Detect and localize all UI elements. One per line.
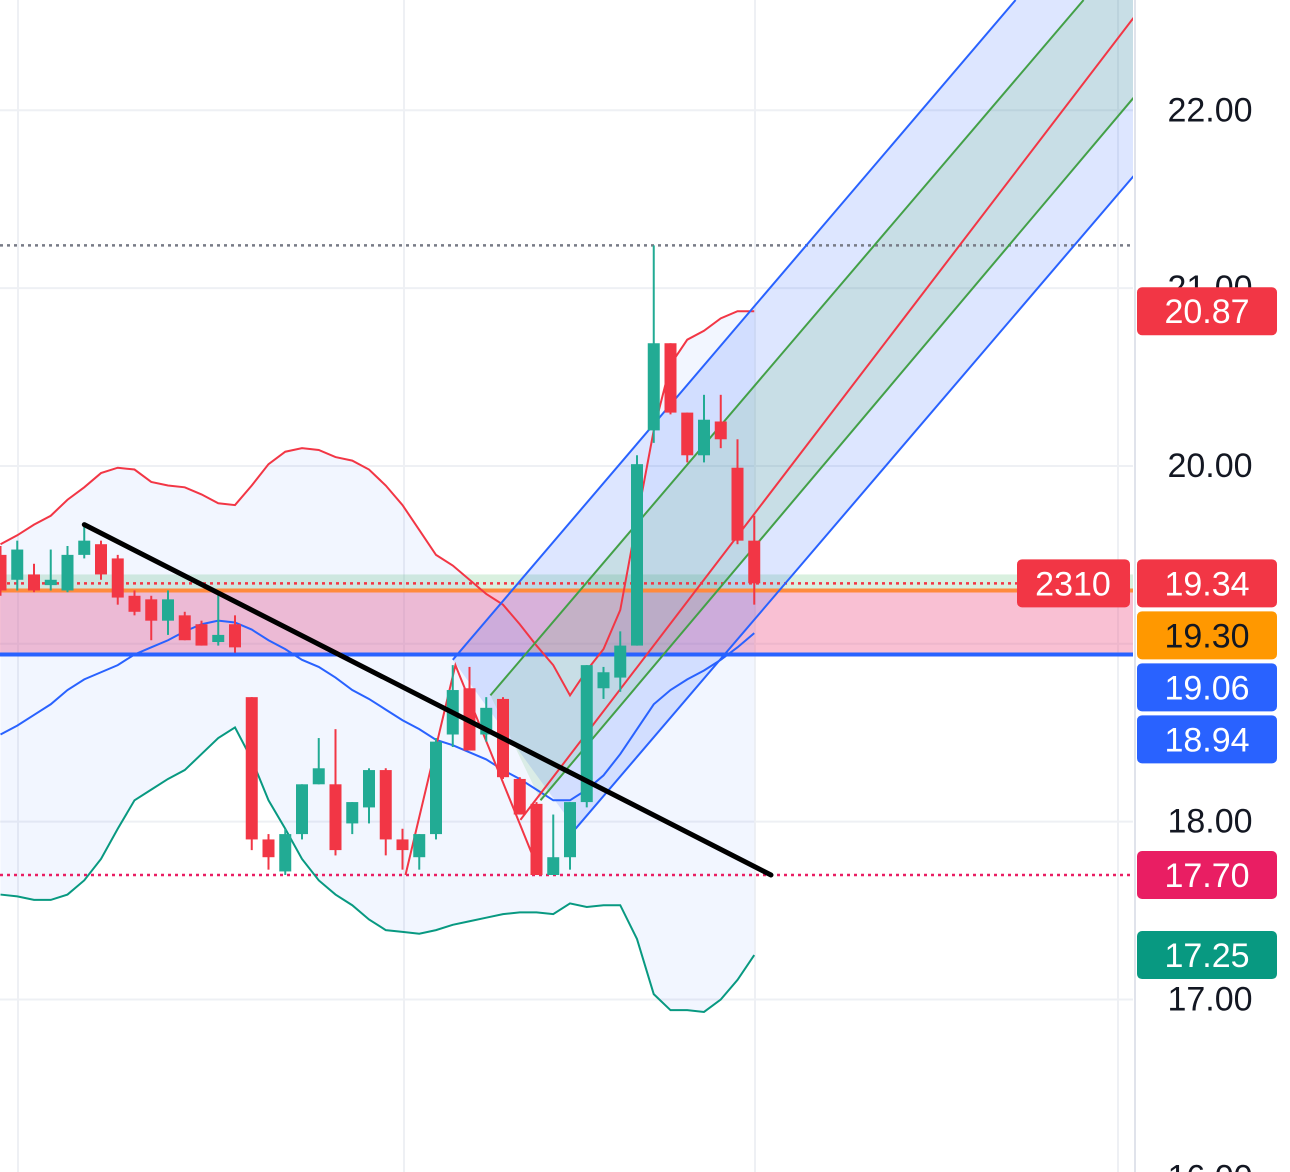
candle-body bbox=[681, 412, 694, 456]
candle-body bbox=[128, 595, 141, 612]
band-upper bbox=[0, 310, 755, 698]
channel-inner-fill bbox=[490, 0, 1133, 801]
candle-body bbox=[229, 624, 241, 648]
band-lower bbox=[0, 725, 756, 1013]
candle-body bbox=[28, 574, 40, 591]
price-label-box bbox=[1137, 850, 1277, 899]
y-tick-label: 18.00 bbox=[1167, 803, 1252, 841]
price-label: 19.06 bbox=[1164, 669, 1249, 707]
candle-body bbox=[731, 467, 744, 541]
candle-body bbox=[413, 834, 426, 858]
trendline bbox=[81, 522, 774, 878]
candle-body bbox=[145, 599, 158, 621]
candle-body bbox=[195, 624, 208, 646]
countdown-box bbox=[1017, 559, 1130, 608]
price-label-box bbox=[1137, 931, 1277, 980]
channel-line bbox=[519, 17, 1133, 821]
y-tick-label: 16.00 bbox=[1167, 1158, 1252, 1172]
price-label: 19.30 bbox=[1164, 617, 1249, 655]
candle-body bbox=[647, 343, 660, 431]
channel-line bbox=[539, 97, 1133, 801]
price-label: 17.25 bbox=[1164, 937, 1249, 975]
price-labels: 20.87 19.34 19.30 19.06 18.94 17.70 17.25 2310 bbox=[1017, 287, 1277, 980]
candle-body bbox=[162, 599, 174, 621]
candle-body bbox=[430, 741, 442, 835]
candle-body bbox=[664, 343, 677, 413]
candle-body bbox=[379, 770, 392, 840]
candle-body bbox=[363, 770, 375, 808]
candle-body bbox=[597, 672, 610, 689]
zone bbox=[0, 574, 1133, 591]
plot-area bbox=[0, 0, 1133, 1013]
candle-body bbox=[530, 803, 543, 875]
channel-outer-fill bbox=[452, 0, 1133, 829]
price-label: 17.70 bbox=[1164, 857, 1249, 895]
candle-body bbox=[698, 419, 710, 456]
countdown-label: 2310 bbox=[1035, 565, 1111, 603]
candle-body bbox=[513, 778, 526, 815]
candle-body bbox=[580, 665, 593, 803]
candle-body bbox=[346, 802, 359, 824]
band-middle bbox=[0, 619, 755, 802]
price-label-box bbox=[1137, 715, 1277, 764]
candle-body bbox=[396, 839, 409, 851]
y-tick-label: 22.00 bbox=[1167, 91, 1252, 129]
y-tick-label: 17.00 bbox=[1167, 980, 1252, 1018]
price-label-box bbox=[1137, 663, 1277, 712]
candle-body bbox=[61, 554, 74, 591]
y-tick-label: 20.00 bbox=[1167, 447, 1252, 485]
channel-line bbox=[489, 0, 1085, 697]
candle-body bbox=[178, 615, 191, 641]
candle-body bbox=[44, 579, 57, 586]
candle-body bbox=[78, 540, 91, 555]
candle-body bbox=[262, 839, 275, 858]
candle-body bbox=[631, 464, 643, 646]
candle-body bbox=[564, 802, 576, 858]
candle-body bbox=[95, 544, 107, 575]
candle-body bbox=[279, 834, 292, 872]
candle-body bbox=[0, 554, 7, 591]
candle-body bbox=[329, 784, 342, 851]
candle-body bbox=[111, 558, 124, 598]
candle-body bbox=[245, 697, 258, 840]
channel-handle bbox=[404, 661, 542, 876]
price-label-box bbox=[1137, 287, 1277, 336]
price-label: 19.34 bbox=[1164, 565, 1249, 603]
candle-body bbox=[614, 645, 627, 678]
price-label-box bbox=[1137, 559, 1277, 608]
candle-body bbox=[748, 540, 761, 584]
price-label-box bbox=[1137, 611, 1277, 660]
candle-body bbox=[11, 549, 24, 580]
channel-line bbox=[574, 175, 1133, 830]
candle-body bbox=[212, 634, 225, 643]
price-label: 20.87 bbox=[1164, 293, 1249, 331]
candle-body bbox=[296, 784, 308, 835]
candle-body bbox=[714, 421, 727, 440]
channel-line bbox=[452, 0, 1017, 661]
candle-body bbox=[547, 857, 560, 875]
candle-body bbox=[312, 768, 325, 785]
price-label: 18.94 bbox=[1164, 721, 1249, 759]
